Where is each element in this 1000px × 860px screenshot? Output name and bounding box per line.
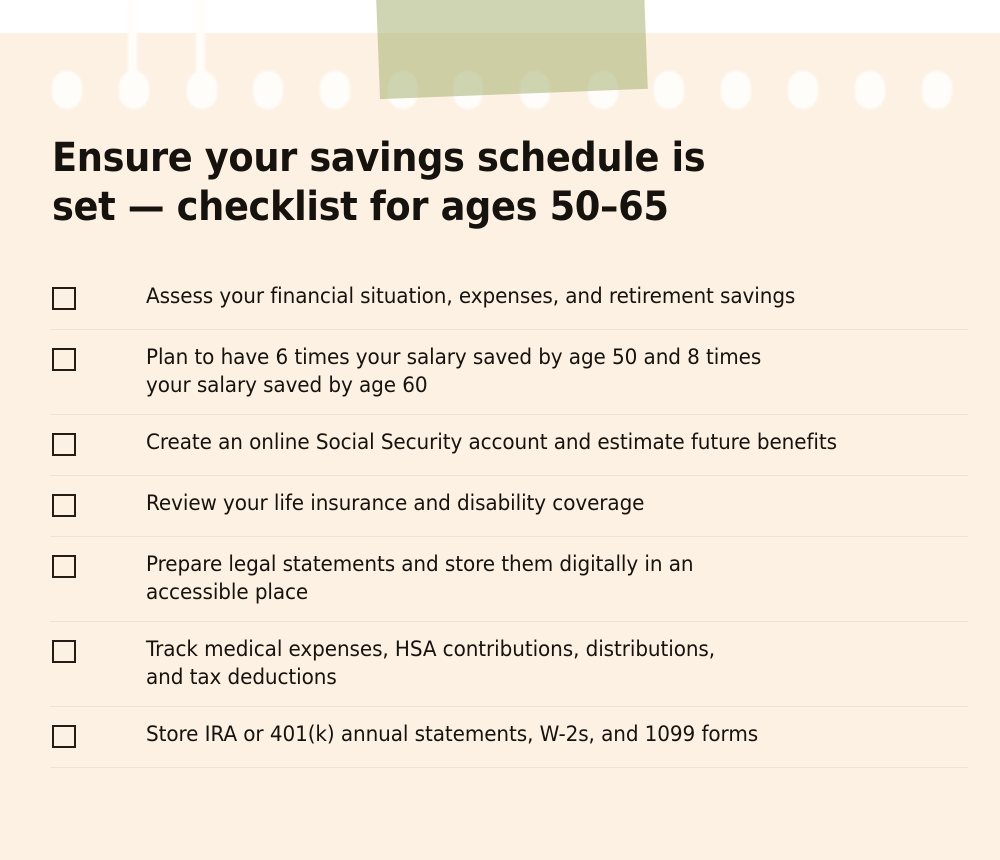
checkbox-icon[interactable]	[52, 348, 76, 371]
checklist-item-label: Assess your financial situation, expense…	[146, 284, 796, 309]
checklist-item[interactable]: Review your life insurance and disabilit…	[50, 474, 968, 536]
checkbox-icon[interactable]	[52, 493, 76, 517]
checkbox-icon[interactable]	[52, 287, 76, 310]
checkbox-icon[interactable]	[52, 554, 76, 578]
checkbox-icon[interactable]	[52, 639, 76, 663]
checklist-item-label: Store IRA or 401(k) annual statements, W…	[146, 721, 759, 747]
checklist-item[interactable]: Plan to have 6 times your salary saved b…	[50, 329, 968, 414]
torn-paper-strip	[0, 0, 1000, 33]
page-title: Ensure your savings schedule is set — ch…	[52, 135, 706, 230]
checkbox-icon[interactable]	[52, 432, 76, 456]
paper-surface	[0, 33, 1000, 860]
checklist-item-label: Track medical expenses, HSA contribution…	[146, 636, 716, 690]
checklist-item[interactable]: Store IRA or 401(k) annual statements, W…	[50, 705, 968, 767]
checklist-item-label: Plan to have 6 times your salary saved b…	[146, 345, 762, 398]
checklist-item-label: Review your life insurance and disabilit…	[146, 490, 645, 516]
checklist-item-label: Create an online Social Security account…	[146, 429, 837, 455]
checklist-item[interactable]: Track medical expenses, HSA contribution…	[50, 620, 968, 706]
checklist-item-label: Prepare legal statements and store them …	[146, 551, 694, 605]
checkbox-icon[interactable]	[52, 724, 76, 748]
checklist-item[interactable]: Prepare legal statements and store them …	[50, 535, 968, 621]
checklist-item[interactable]: Create an online Social Security account…	[50, 413, 968, 475]
checklist-item[interactable]: Assess your financial situation, expense…	[50, 271, 968, 329]
checklist-bottom-divider	[50, 766, 968, 768]
checklist: Assess your financial situation, expense…	[50, 271, 968, 768]
